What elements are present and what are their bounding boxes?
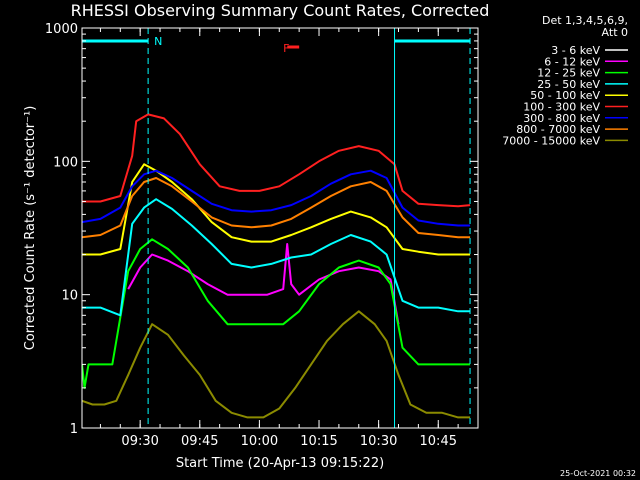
x-tick-label: 10:30 [360, 434, 397, 449]
annotation-label: F [283, 42, 289, 55]
series-line [82, 238, 471, 389]
axes-frame [81, 27, 479, 429]
y-tick-label: 100 [53, 155, 78, 170]
legend-label: 12 - 25 keV [537, 67, 600, 80]
series-line [82, 113, 471, 208]
x-tick-label: 09:30 [121, 434, 158, 449]
timestamp: 25-Oct-2021 00:32 [560, 469, 636, 478]
y-tick-label: 1000 [45, 22, 78, 37]
series-line [82, 169, 471, 227]
y-tick-label: 1 [70, 422, 78, 437]
chart-title: RHESSI Observing Summary Count Rates, Co… [71, 1, 490, 20]
x-tick-label: 10:45 [420, 434, 457, 449]
series-line [127, 278, 400, 365]
legend-label: 300 - 800 keV [523, 112, 600, 125]
y-axis-label: Corrected Count Rate (s⁻¹ detector⁻¹) [23, 106, 38, 351]
series-line [127, 243, 400, 325]
y-tick-label: 10 [61, 289, 78, 304]
legend-header: Det 1,3,4,5,6,9, [542, 14, 628, 27]
annotation-label: N [154, 35, 162, 48]
series-group [82, 113, 471, 419]
x-tick-label: 10:15 [300, 434, 337, 449]
legend-header: Att 0 [602, 26, 628, 39]
legend-label: 3 - 6 keV [551, 44, 600, 57]
x-axis-label: Start Time (20-Apr-13 09:15:22) [176, 456, 384, 471]
series-line [82, 310, 471, 419]
legend-label: 50 - 100 keV [530, 89, 600, 102]
legend-label: 25 - 50 keV [537, 78, 600, 91]
x-tick-label: 10:00 [241, 434, 278, 449]
legend-label: 6 - 12 keV [544, 55, 600, 68]
plot-area: N F 1 10 100 1000 09:30 09:45 10:00 10:15 10:30 10:… [45, 22, 479, 449]
x-tick-label: 09:45 [181, 434, 218, 449]
series-line [82, 177, 471, 239]
legend-label: 800 - 7000 keV [516, 123, 600, 136]
legend-label: 7000 - 15000 keV [502, 134, 600, 147]
series-line [82, 163, 471, 256]
series-line [82, 198, 471, 317]
legend-label: 100 - 300 keV [523, 101, 600, 114]
